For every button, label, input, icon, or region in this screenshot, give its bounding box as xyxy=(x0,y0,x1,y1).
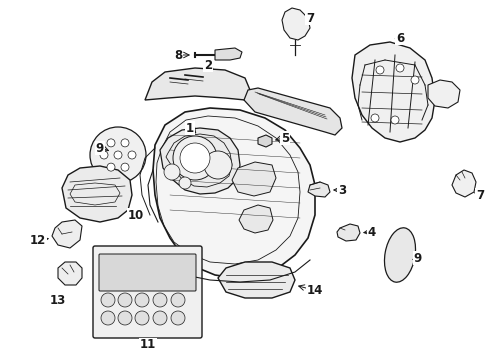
Polygon shape xyxy=(282,8,309,40)
Circle shape xyxy=(135,293,149,307)
Polygon shape xyxy=(244,88,341,135)
Circle shape xyxy=(171,311,184,325)
FancyBboxPatch shape xyxy=(99,254,196,291)
Polygon shape xyxy=(160,128,240,194)
Circle shape xyxy=(121,139,129,147)
Circle shape xyxy=(107,163,115,171)
Text: 3: 3 xyxy=(337,184,346,197)
Circle shape xyxy=(203,151,231,179)
Polygon shape xyxy=(58,262,82,285)
Circle shape xyxy=(128,151,136,159)
Circle shape xyxy=(375,66,383,74)
Text: 7: 7 xyxy=(305,12,313,24)
Circle shape xyxy=(171,293,184,307)
Polygon shape xyxy=(336,224,359,241)
Text: 9: 9 xyxy=(413,252,421,265)
Text: 6: 6 xyxy=(395,32,403,45)
Polygon shape xyxy=(258,135,271,147)
Circle shape xyxy=(163,164,180,180)
Polygon shape xyxy=(451,170,475,197)
Text: 13: 13 xyxy=(50,293,66,306)
Circle shape xyxy=(101,293,115,307)
Circle shape xyxy=(121,163,129,171)
Polygon shape xyxy=(427,80,459,108)
Text: 11: 11 xyxy=(140,338,156,351)
Circle shape xyxy=(370,114,378,122)
Circle shape xyxy=(90,127,146,183)
Circle shape xyxy=(114,151,122,159)
Polygon shape xyxy=(239,205,272,233)
Circle shape xyxy=(153,293,167,307)
FancyBboxPatch shape xyxy=(93,246,202,338)
Polygon shape xyxy=(62,166,132,222)
Polygon shape xyxy=(145,68,249,100)
Circle shape xyxy=(153,311,167,325)
Circle shape xyxy=(410,76,418,84)
Text: 12: 12 xyxy=(30,234,46,247)
Polygon shape xyxy=(52,220,82,248)
Polygon shape xyxy=(351,42,434,142)
Text: 10: 10 xyxy=(128,208,144,221)
Polygon shape xyxy=(215,48,242,60)
Circle shape xyxy=(180,143,209,173)
Circle shape xyxy=(390,116,398,124)
Circle shape xyxy=(100,151,108,159)
Text: 9: 9 xyxy=(96,141,104,154)
Circle shape xyxy=(395,64,403,72)
Circle shape xyxy=(101,311,115,325)
Circle shape xyxy=(179,177,191,189)
Polygon shape xyxy=(153,108,314,278)
Circle shape xyxy=(135,311,149,325)
Circle shape xyxy=(107,139,115,147)
Text: 7: 7 xyxy=(475,189,483,202)
Ellipse shape xyxy=(384,228,415,282)
Text: 5: 5 xyxy=(280,131,288,144)
Text: 14: 14 xyxy=(306,284,323,297)
Circle shape xyxy=(118,293,132,307)
Polygon shape xyxy=(218,262,294,298)
Text: 4: 4 xyxy=(367,225,375,239)
Text: 8: 8 xyxy=(174,49,182,62)
Circle shape xyxy=(173,136,217,180)
Polygon shape xyxy=(231,162,275,196)
Text: 2: 2 xyxy=(203,59,212,72)
Circle shape xyxy=(118,311,132,325)
Text: 1: 1 xyxy=(185,122,194,135)
Polygon shape xyxy=(307,182,329,197)
